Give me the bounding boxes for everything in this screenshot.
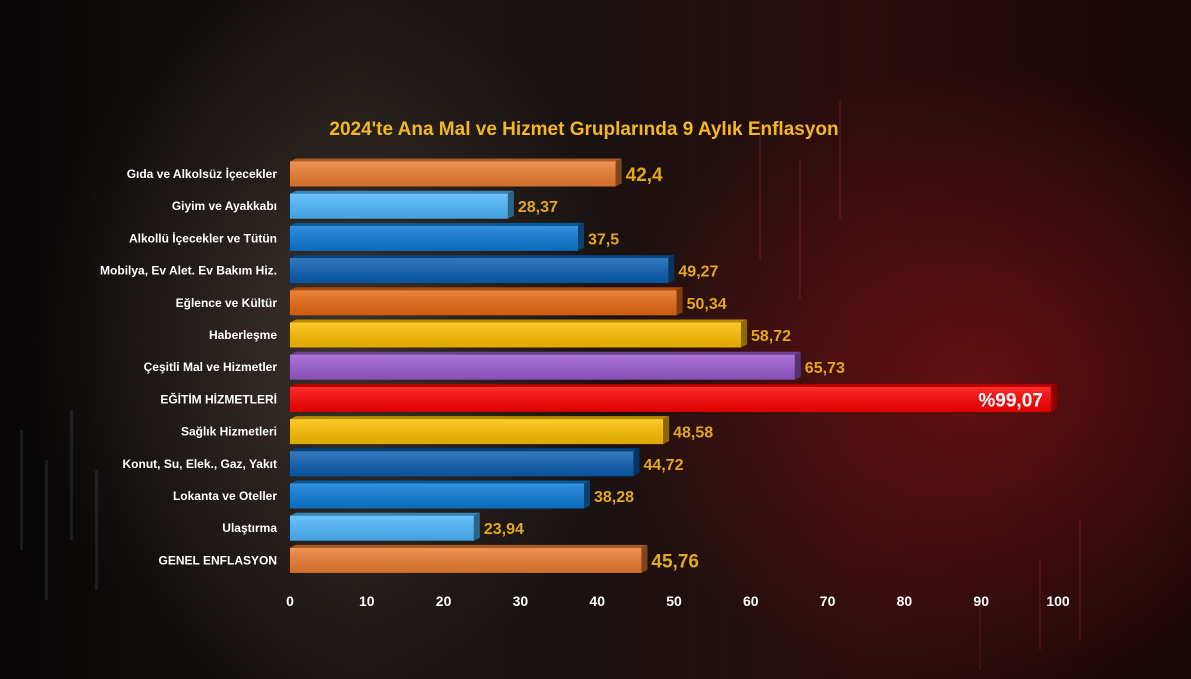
x-tick-label: 80 [897, 593, 913, 609]
value-label: 23,94 [484, 521, 524, 538]
category-label: Lokanta ve Oteller [173, 489, 277, 503]
category-label: Ulaştırma [222, 521, 277, 535]
bar-group: Sağlık Hizmetleri 48,58 [181, 416, 713, 445]
bar-side-face [1050, 383, 1057, 412]
value-label: 38,28 [594, 489, 634, 506]
bar-top-face [290, 480, 590, 484]
value-label: 28,37 [518, 199, 558, 216]
bar-sheen [290, 419, 664, 445]
bar-sheen [290, 290, 677, 316]
bar-sheen [290, 354, 795, 380]
value-label: 49,27 [678, 264, 718, 281]
bar-top-face [290, 416, 670, 420]
category-label: Eğlence ve Kültür [176, 296, 278, 310]
bar-sheen [290, 193, 508, 219]
bar-side-face [676, 287, 683, 316]
bar-top-face [290, 351, 801, 355]
x-tick-label: 70 [820, 593, 836, 609]
value-label: 45,76 [651, 551, 699, 572]
bar-top-face [290, 222, 584, 226]
bar-top-face [290, 319, 747, 323]
bar-side-face [668, 255, 675, 284]
bar-group: Giyim ve Ayakkabı 28,37 [172, 190, 558, 219]
value-label: %99,07 [978, 390, 1042, 411]
category-label: Çeşitli Mal ve Hizmetler [144, 360, 278, 374]
bar-group: GENEL ENFLASYON 45,76 [159, 544, 699, 573]
value-label: 65,73 [805, 360, 845, 377]
bar-side-face [641, 544, 648, 573]
category-label: Haberleşme [209, 328, 277, 342]
bar-side-face [583, 480, 590, 509]
bar-group: Alkollü İçecekler ve Tütün 37,5 [129, 222, 619, 251]
x-tick-label: 20 [436, 593, 452, 609]
bar-group: Mobilya, Ev Alet. Ev Bakım Hiz. 49,27 [100, 255, 719, 284]
bar-group: Lokanta ve Oteller 38,28 [173, 480, 634, 509]
x-tick-label: 50 [666, 593, 682, 609]
x-tick-label: 30 [513, 593, 529, 609]
category-label: Giyim ve Ayakkabı [172, 199, 277, 213]
bar-group: Eğlence ve Kültür 50,34 [176, 287, 727, 316]
category-label: Mobilya, Ev Alet. Ev Bakım Hiz. [100, 264, 277, 278]
bar-top-face [290, 287, 683, 291]
bar-group: Gıda ve Alkolsüz İçecekler 42,4 [127, 158, 663, 187]
bar-side-face [507, 190, 514, 219]
bar-side-face [615, 158, 622, 187]
bar-top-face [290, 512, 480, 516]
category-label: GENEL ENFLASYON [159, 553, 277, 567]
x-tick-label: 0 [286, 593, 294, 609]
value-label: 58,72 [751, 328, 791, 345]
x-tick-label: 100 [1046, 593, 1070, 609]
bar-side-face [473, 512, 480, 541]
category-label: Gıda ve Alkolsüz İçecekler [127, 166, 278, 181]
bar-sheen [290, 483, 584, 509]
value-label: 37,5 [588, 231, 619, 248]
category-label: Sağlık Hizmetleri [181, 425, 277, 439]
bar-sheen [290, 258, 669, 284]
x-tick-label: 10 [359, 593, 375, 609]
category-label: Konut, Su, Elek., Gaz, Yakıt [123, 457, 278, 471]
bar-sheen [290, 225, 578, 251]
bar-top-face [290, 383, 1057, 387]
bar-side-face [578, 222, 584, 251]
bar-group: Çeşitli Mal ve Hizmetler 65,73 [144, 351, 845, 380]
bar-group: EĞİTİM HİZMETLERİ %99,07 [160, 383, 1057, 412]
bar-top-face [290, 544, 648, 548]
bar-top-face [290, 190, 514, 194]
chart-title: 2024'te Ana Mal ve Hizmet Gruplarında 9 … [329, 119, 838, 140]
bar-sheen [290, 451, 634, 477]
category-label: EĞİTİM HİZMETLERİ [160, 391, 277, 406]
category-label: Alkollü İçecekler ve Tütün [129, 230, 277, 245]
x-axis-ticks: 0 10 20 30 40 50 60 70 80 90 100 [286, 593, 1070, 609]
value-label: 44,72 [643, 457, 683, 474]
bar-sheen [290, 386, 1051, 412]
bar-group: Konut, Su, Elek., Gaz, Yakıt 44,72 [123, 448, 684, 477]
bars-layer: Gıda ve Alkolsüz İçecekler 42,4 Giyim ve A… [100, 158, 1057, 573]
bar-sheen [290, 322, 741, 348]
bar-group: Haberleşme 58,72 [209, 319, 791, 348]
bar-side-face [663, 416, 670, 445]
value-label: 42,4 [626, 165, 663, 186]
bar-side-face [740, 319, 747, 348]
bar-top-face [290, 158, 622, 162]
bar-sheen [290, 547, 642, 573]
bar-top-face [290, 448, 640, 452]
bar-sheen [290, 161, 616, 187]
x-tick-label: 60 [743, 593, 759, 609]
bar-side-face [633, 448, 640, 477]
value-label: 50,34 [687, 296, 727, 313]
value-label: 48,58 [673, 425, 713, 442]
bar-top-face [290, 255, 675, 259]
bar-group: Ulaştırma 23,94 [222, 512, 524, 541]
x-tick-label: 40 [589, 593, 605, 609]
bar-sheen [290, 515, 474, 541]
bar-side-face [794, 351, 801, 380]
x-tick-label: 90 [973, 593, 989, 609]
